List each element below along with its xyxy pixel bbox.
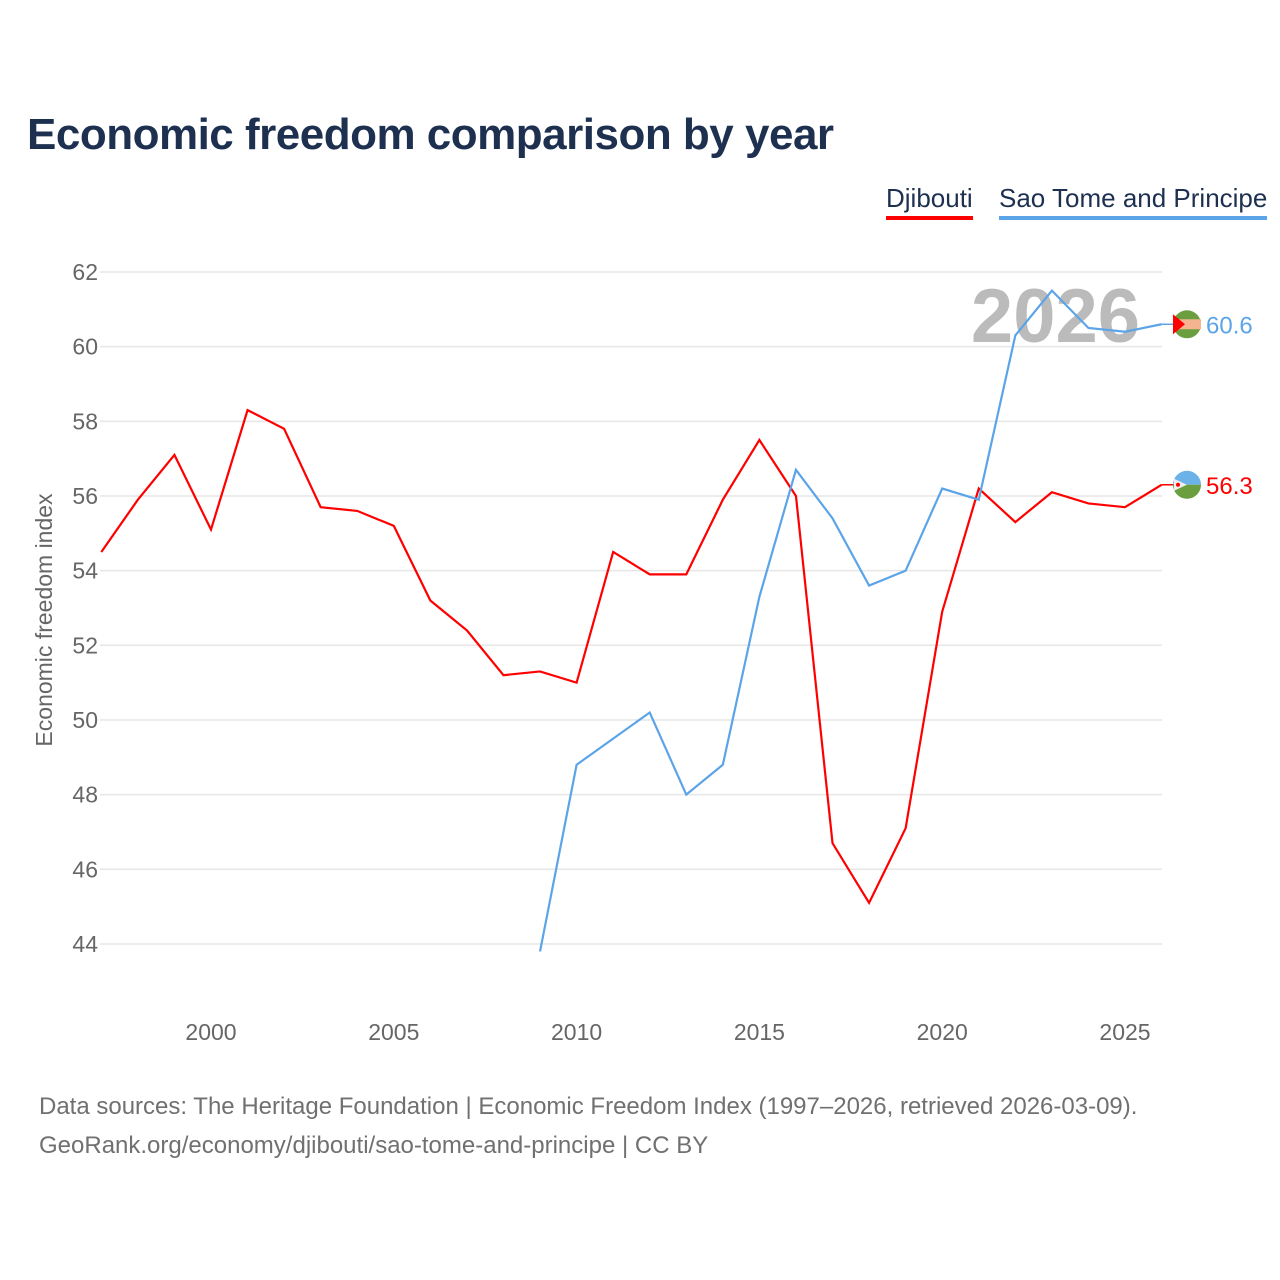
flag-sao-tome-icon xyxy=(1173,314,1185,335)
x-tick-label: 2025 xyxy=(1099,1019,1150,1045)
source-note: Data sources: The Heritage Foundation | … xyxy=(39,1087,1137,1165)
y-tick-label: 50 xyxy=(72,707,98,733)
legend-item-djibouti[interactable]: Djibouti xyxy=(886,183,973,220)
y-tick-label: 54 xyxy=(72,558,98,584)
y-tick-label: 60 xyxy=(72,334,98,360)
y-tick-label: 44 xyxy=(72,931,98,957)
end-value-label: 56.3 xyxy=(1206,473,1253,500)
y-tick-label: 46 xyxy=(72,856,98,882)
x-tick-label: 2010 xyxy=(551,1019,602,1045)
flag-djibouti-icon xyxy=(1174,478,1187,491)
year-overlay: 2026 xyxy=(971,274,1140,359)
legend-item-sao-tome-and-principe[interactable]: Sao Tome and Principe xyxy=(999,183,1268,220)
chart-title: Economic freedom comparison by year xyxy=(27,110,834,159)
x-tick-label: 2015 xyxy=(734,1019,785,1045)
x-tick-label: 2005 xyxy=(368,1019,419,1045)
end-value-label: 60.6 xyxy=(1206,312,1253,339)
line-chart: 44 46 48 50 52 54 56 58 60 62 2000 2005 2010 2015 2020… xyxy=(31,259,1253,1045)
source-line-1: Data sources: The Heritage Foundation | … xyxy=(39,1093,1138,1120)
y-tick-label: 62 xyxy=(72,259,98,285)
y-tick-label: 48 xyxy=(72,782,98,808)
x-tick-label: 2020 xyxy=(917,1019,968,1045)
y-tick-label: 52 xyxy=(72,632,98,658)
series-line-djibouti xyxy=(100,408,1163,906)
series-line-sao-tome xyxy=(538,289,1162,952)
flag-djibouti-icon xyxy=(1173,470,1201,485)
source-line-2[interactable]: GeoRank.org/economy/djibouti/sao-tome-an… xyxy=(39,1132,709,1159)
y-axis-label: Economic freedom index xyxy=(31,493,57,747)
y-tick-label: 58 xyxy=(72,408,98,434)
flag-djibouti-icon xyxy=(1176,482,1180,487)
x-tick-label: 2000 xyxy=(185,1019,236,1045)
flag-sao-tome-icon xyxy=(1173,319,1201,330)
y-tick-label: 56 xyxy=(72,483,98,509)
flag-djibouti-icon xyxy=(1173,484,1201,499)
